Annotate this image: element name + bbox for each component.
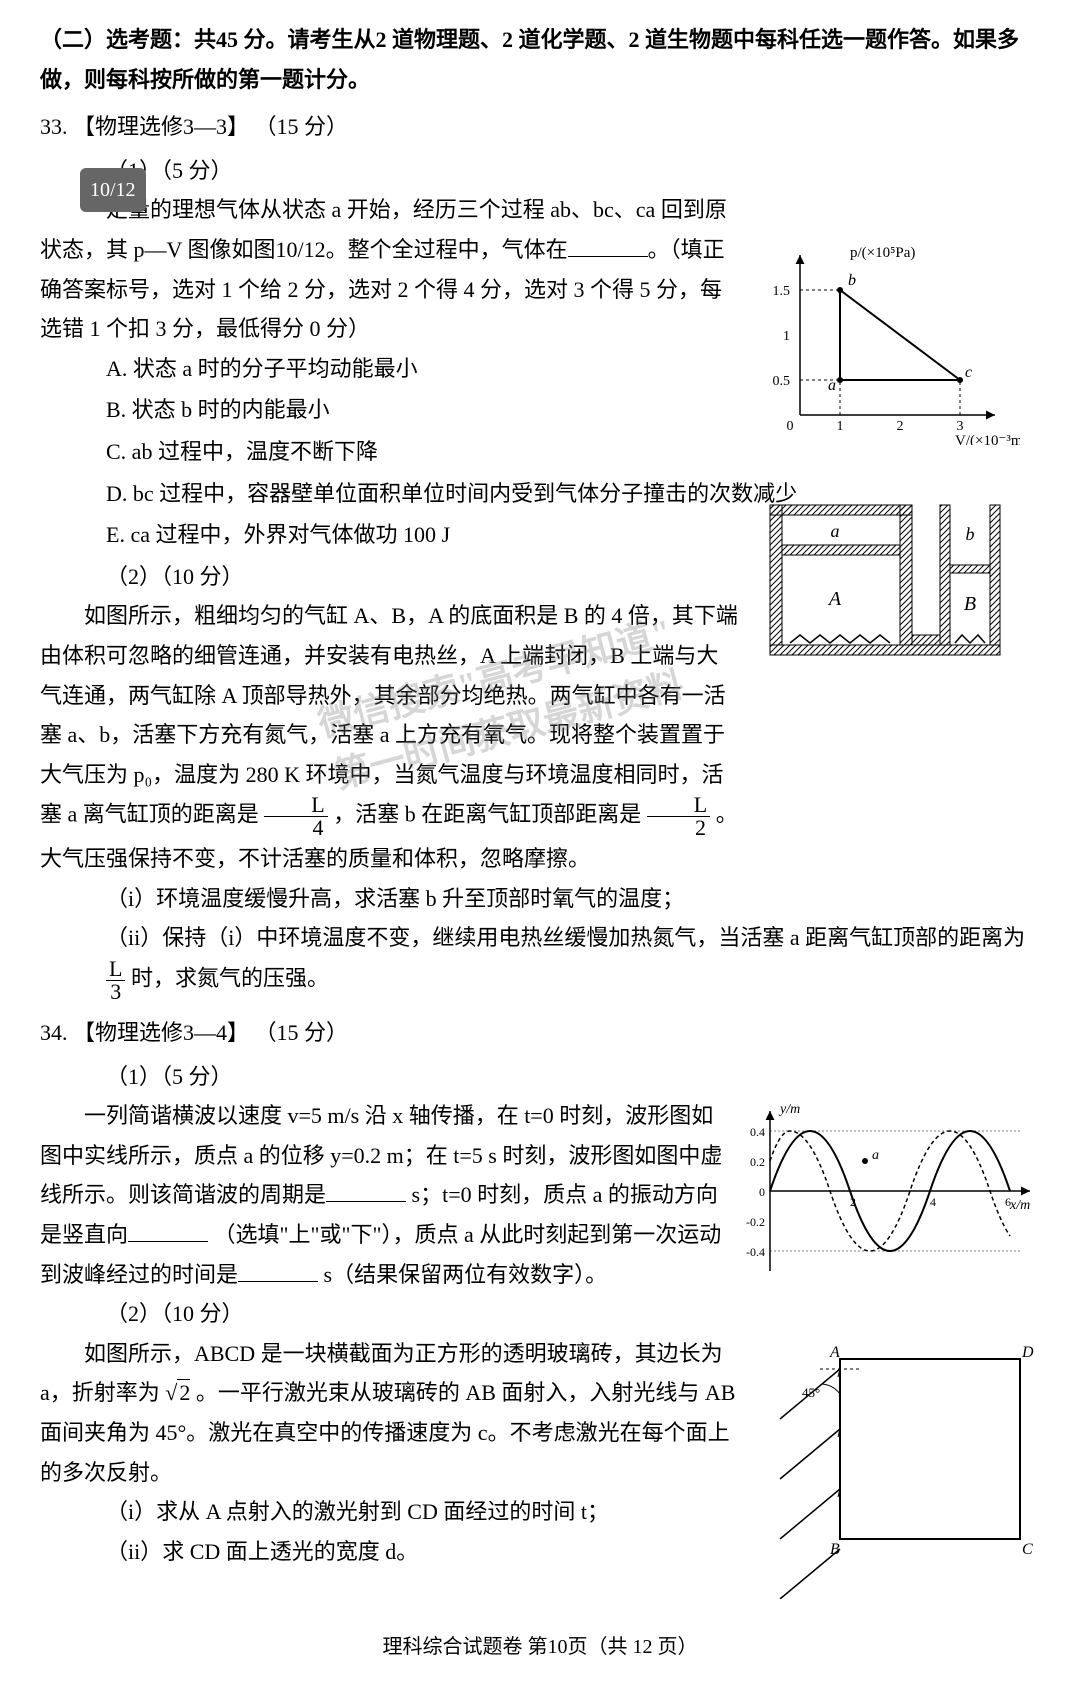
svg-text:1: 1: [783, 329, 790, 344]
blank-4: [238, 1255, 318, 1281]
svg-text:2: 2: [897, 419, 904, 434]
svg-text:0.2: 0.2: [750, 1155, 765, 1169]
svg-text:a: a: [872, 1148, 879, 1163]
blank-1: [568, 231, 648, 257]
section-header: （二）选考题：共45 分。请考生从2 道物理题、2 道化学题、2 道生物题中每科…: [40, 20, 1040, 99]
svg-text:a: a: [828, 377, 836, 394]
q34-p2-label: （2）（10 分）: [40, 1294, 1040, 1334]
q33-topic: 【物理选修3—3】: [73, 114, 249, 139]
svg-text:1.5: 1.5: [773, 284, 791, 299]
svg-text:V/(×10⁻³m³): V/(×10⁻³m³): [955, 433, 1020, 445]
q34-topic: 【物理选修3—4】: [73, 1020, 249, 1045]
svg-text:a: a: [831, 521, 840, 541]
page-badge: 10/12: [80, 168, 146, 212]
svg-text:1: 1: [837, 419, 844, 434]
svg-text:4: 4: [930, 1195, 936, 1209]
svg-text:x/m: x/m: [1009, 1198, 1030, 1213]
svg-text:A: A: [829, 1344, 840, 1361]
svg-text:0.4: 0.4: [750, 1125, 765, 1139]
q34-p1-text4: s（结果保留两位有效数字）。: [324, 1262, 608, 1287]
blank-2: [326, 1176, 406, 1202]
cylinder-diagram: a A b B: [760, 495, 1020, 665]
q34-p1-label: （1）（5 分）: [40, 1057, 1040, 1097]
option-a: A. 状态 a 时的分子平均动能最小: [106, 349, 806, 389]
svg-text:y/m: y/m: [778, 1102, 800, 1117]
svg-text:D: D: [1021, 1344, 1034, 1361]
q33-p2-ii-a: （ii）保持（i）中环境温度不变，继续用电热丝缓慢加热氮气，当活塞 a 距离气缸…: [106, 925, 1025, 950]
svg-text:-0.4: -0.4: [746, 1245, 765, 1259]
option-e: E. ca 过程中，外界对气体做功 100 J: [106, 515, 806, 555]
prism-diagram: A D B C 45°: [760, 1339, 1040, 1599]
pv-chart: 0 1 2 3 0.5 1 1.5 a b c p/(×10⁵Pa) V/(×1…: [760, 245, 1020, 445]
svg-text:C: C: [1022, 1541, 1033, 1558]
svg-text:0: 0: [787, 419, 794, 434]
q33-p1-label: （1）（5 分）: [40, 151, 1040, 191]
svg-text:3: 3: [957, 419, 964, 434]
option-c: C. ab 过程中，温度不断下降: [106, 432, 806, 472]
q34-points: （15 分）: [255, 1020, 349, 1045]
q33-p2-ii-b: 时，求氮气的压强。: [131, 966, 329, 991]
svg-text:-0.2: -0.2: [746, 1215, 765, 1229]
q33-p2-i: （i）环境温度缓慢升高，求活塞 b 升至顶部时氧气的温度；: [40, 879, 1040, 919]
svg-text:45°: 45°: [802, 1385, 820, 1400]
blank-3: [128, 1216, 208, 1242]
q33-number: 33.: [40, 114, 68, 139]
svg-text:6: 6: [1005, 1195, 1011, 1209]
option-b: B. 状态 b 时的内能最小: [106, 390, 806, 430]
svg-text:B: B: [964, 593, 976, 615]
svg-text:b: b: [966, 524, 975, 544]
svg-text:p/(×10⁵Pa): p/(×10⁵Pa): [850, 245, 915, 261]
svg-text:A: A: [827, 588, 842, 610]
svg-text:0.5: 0.5: [773, 374, 791, 389]
q33-p2-text1: 如图所示，粗细均匀的气缸 A、B，A 的底面积是 B 的 4 倍，其下端由体积可…: [40, 603, 738, 827]
svg-text:0: 0: [759, 1185, 765, 1199]
q34-number: 34.: [40, 1020, 68, 1045]
q33-p2-text2: ，活塞 b 在距离气缸顶部距离是: [333, 802, 641, 827]
svg-text:c: c: [965, 364, 972, 381]
page-footer: 理科综合试题卷 第10页（共 12 页）: [40, 1629, 1040, 1665]
wave-chart: y/m x/m 0.4 0.2 0 -0.2 -0.4 2 4 6 a: [740, 1101, 1040, 1281]
option-d: D. bc 过程中，容器壁单位面积单位时间内受到气体分子撞击的次数减少: [40, 474, 806, 514]
q33-points: （15 分）: [255, 114, 349, 139]
svg-text:b: b: [848, 272, 856, 289]
